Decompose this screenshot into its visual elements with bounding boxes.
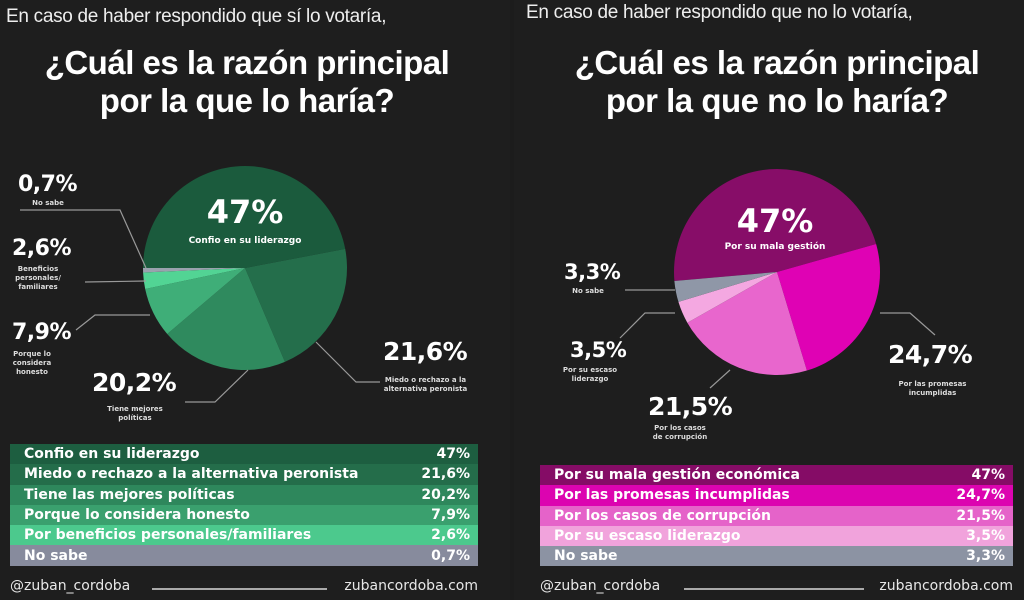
table-row: Por los casos de corrupción 21,5% [540, 505, 1013, 526]
pie-label: Beneficios personales/ familiares [15, 265, 61, 291]
pie-slice [142, 165, 346, 268]
pie-value: 20,2% [92, 368, 177, 397]
row-label: No sabe [554, 548, 618, 565]
pie-value: 0,7% [18, 172, 78, 197]
leader-line [619, 312, 675, 339]
pie-slice [674, 272, 777, 302]
table-row: Por las promesas incumplidas 24,7% [540, 485, 1013, 506]
row-value: 21,5% [956, 507, 1005, 524]
pie-label: Confio en su liderazgo [188, 236, 302, 246]
pie-value: 3,3% [564, 260, 621, 284]
row-label: Porque lo considera honesto [24, 507, 250, 524]
table-row: Por beneficios personales/familiares 2,6% [10, 525, 478, 546]
pie-slice [143, 268, 245, 289]
pie-value: 24,7% [888, 340, 973, 369]
left-summary-table: Confio en su liderazgo 47% Miedo o rechazo… [10, 444, 478, 566]
row-value: 2,6% [431, 527, 470, 544]
row-value: 47% [971, 467, 1005, 484]
pie-label: Tiene mejores políticas [107, 405, 163, 422]
left-subtitle: En caso de haber respondido que sí lo vo… [6, 6, 387, 27]
leader-line [185, 369, 249, 403]
pie-value: 7,9% [12, 320, 72, 345]
table-row: No sabe 0,7% [10, 545, 478, 566]
row-label: Confio en su liderazgo [24, 446, 200, 463]
pie-slice [674, 168, 877, 281]
table-row: Confio en su liderazgo 47% [10, 444, 478, 465]
pie-label: No sabe [32, 199, 64, 207]
pie-value: 21,6% [383, 337, 468, 366]
row-label: Por su escaso liderazgo [554, 528, 741, 545]
leader-line [75, 314, 150, 331]
right-title-line1: ¿Cuál es la razón principal [574, 44, 980, 81]
row-label: Por su mala gestión económica [554, 467, 800, 484]
left-title-line1: ¿Cuál es la razón principal [44, 44, 450, 81]
row-value: 20,2% [421, 486, 470, 503]
row-value: 21,6% [421, 466, 470, 483]
pie-slice [145, 268, 245, 334]
right-title-line2: por la que no lo haría? [605, 82, 949, 119]
left-panel: En caso de haber respondido que sí lo vo… [0, 0, 510, 600]
right-panel: En caso de haber respondido que no lo vo… [514, 0, 1024, 600]
table-row: Miedo o rechazo a la alternativa peronis… [10, 464, 478, 485]
leader-line [20, 209, 147, 269]
pie-label: Por su mala gestión [724, 242, 826, 252]
pie-value: 47% [206, 193, 284, 231]
pie-label: Por su escaso liderazgo [562, 366, 618, 383]
right-subtitle: En caso de haber respondido que no lo vo… [526, 2, 913, 23]
table-row: Por su mala gestión económica 47% [540, 465, 1013, 486]
row-label: No sabe [24, 547, 88, 564]
row-label: Por los casos de corrupción [554, 507, 771, 524]
row-value: 7,9% [431, 507, 470, 524]
pie-label: Por los casos de corrupción [652, 424, 708, 441]
pie-label: Por las promesas incumplidas [898, 380, 967, 397]
pie-label: No sabe [572, 287, 604, 295]
row-label: Por beneficios personales/familiares [24, 527, 312, 544]
footer-divider [152, 588, 327, 590]
left-title: ¿Cuál es la razón principal por la que l… [0, 44, 502, 120]
pie-value: 2,6% [12, 236, 72, 261]
row-value: 3,5% [966, 528, 1005, 545]
leader-line [880, 312, 936, 336]
pie-slice [245, 248, 347, 362]
footer-divider [684, 588, 864, 590]
pie-slice [143, 268, 245, 273]
left-pie-chart [20, 165, 380, 403]
pie-label: Porque lo considera honesto [12, 350, 52, 376]
pie-value: 3,5% [570, 338, 627, 362]
footer-url: zubancordoba.com [879, 578, 1013, 594]
pie-label: Miedo o rechazo a la alternativa peronis… [383, 376, 468, 393]
pie-slice [678, 272, 777, 323]
table-row: Porque lo considera honesto 7,9% [10, 504, 478, 526]
right-summary-table: Por su mala gestión económica 47% Por las … [540, 465, 1013, 567]
pie-value: 47% [736, 202, 814, 240]
table-row: Por su escaso liderazgo 3,5% [540, 525, 1013, 547]
row-value: 3,3% [966, 548, 1005, 565]
row-label: Tiene las mejores políticas [24, 486, 235, 503]
row-value: 47% [436, 446, 470, 463]
table-row: Tiene las mejores políticas 20,2% [10, 484, 478, 505]
left-title-line2: por la que lo haría? [99, 82, 395, 119]
table-row: No sabe 3,3% [540, 546, 1013, 567]
leader-line [315, 341, 380, 383]
right-title: ¿Cuál es la razón principal por la que n… [522, 44, 1024, 120]
pie-slice [687, 272, 807, 375]
footer-handle: @zuban_cordoba [10, 578, 131, 594]
row-value: 24,7% [956, 487, 1005, 504]
row-label: Miedo o rechazo a la alternativa peronis… [24, 466, 359, 483]
footer-handle: @zuban_cordoba [540, 578, 661, 594]
leader-line [84, 280, 147, 283]
row-label: Por las promesas incumplidas [554, 487, 790, 504]
footer-url: zubancordoba.com [344, 578, 478, 594]
leader-line [709, 369, 731, 389]
pie-slice [167, 268, 285, 370]
pie-slice [777, 243, 880, 371]
right-pie-chart [619, 168, 936, 389]
row-value: 0,7% [431, 547, 470, 564]
pie-value: 21,5% [648, 392, 733, 421]
